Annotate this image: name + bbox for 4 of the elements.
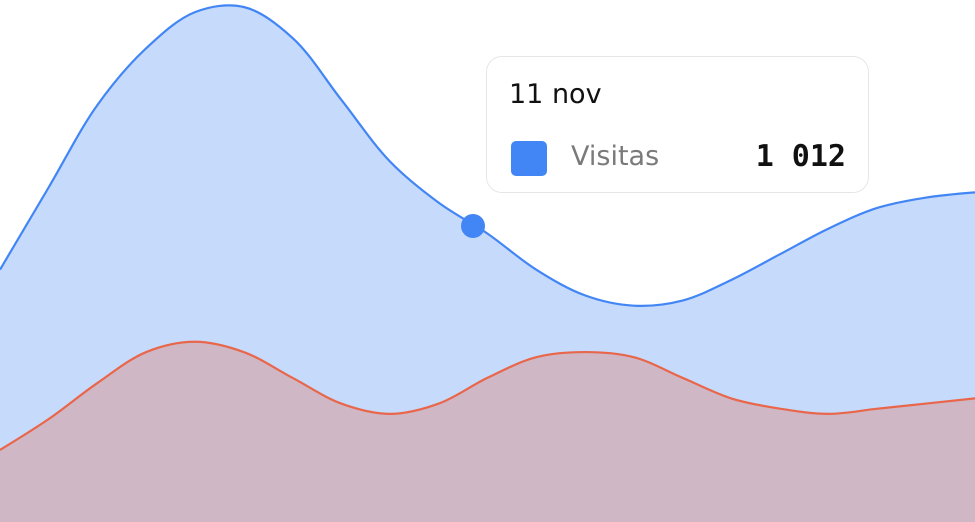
legend-label: Visitas bbox=[571, 141, 660, 172]
tooltip-card: 11 nov Visitas 1 012 bbox=[486, 56, 869, 193]
annotation: 11 nov bbox=[509, 79, 602, 110]
annotation: 1 012 bbox=[756, 139, 846, 174]
